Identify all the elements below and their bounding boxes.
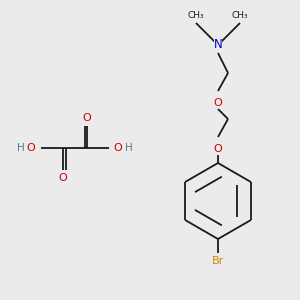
Text: O: O	[26, 143, 35, 153]
Text: CH₃: CH₃	[188, 11, 204, 20]
Text: O: O	[113, 143, 122, 153]
Text: H: H	[17, 143, 25, 153]
Text: O: O	[214, 144, 222, 154]
Text: H: H	[125, 143, 133, 153]
Text: O: O	[58, 173, 68, 183]
Text: O: O	[214, 98, 222, 108]
Text: N: N	[214, 38, 222, 52]
Text: O: O	[82, 113, 91, 123]
Text: Br: Br	[212, 256, 224, 266]
Text: CH₃: CH₃	[232, 11, 248, 20]
